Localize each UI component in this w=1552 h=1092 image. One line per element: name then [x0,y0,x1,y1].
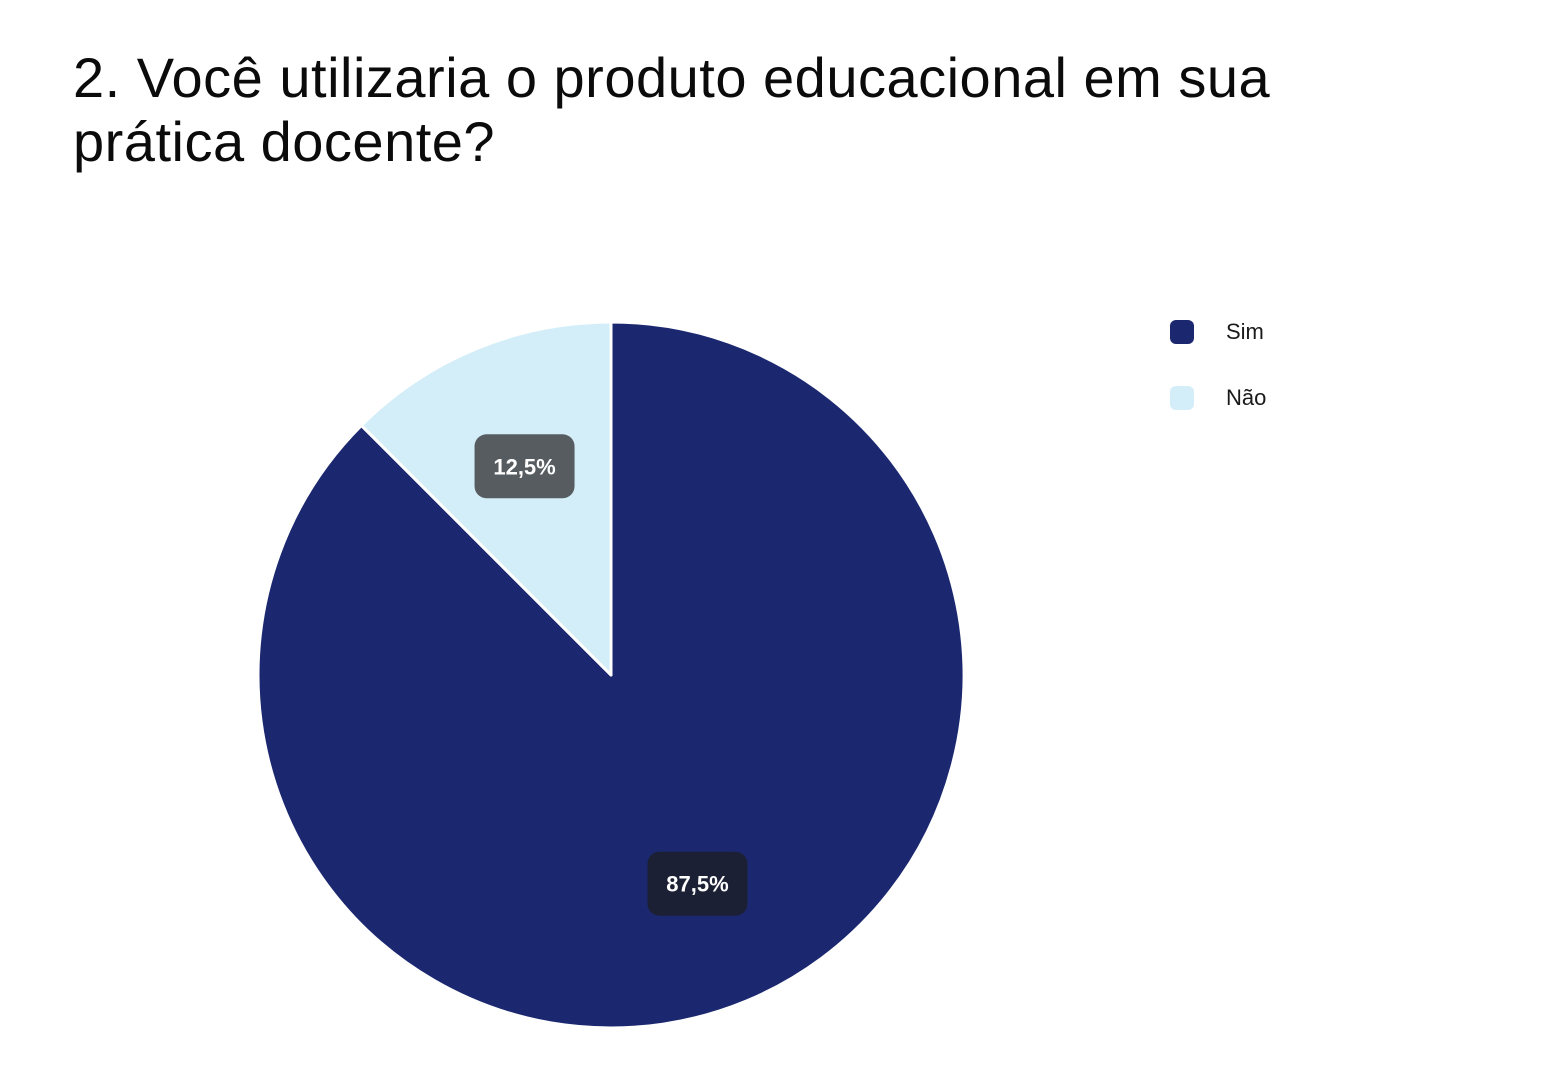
pie-data-labels: 87,5% 12,5% [474,434,748,916]
legend-item-nao[interactable]: Não [1170,378,1266,418]
data-label-sim: 87,5% [647,851,748,916]
data-label-text: 87,5% [666,872,728,897]
pie-slices [256,320,966,1030]
chart-legend: Sim Não [1170,312,1266,444]
data-label-background [647,851,748,916]
legend-label: Não [1226,385,1267,410]
legend-swatch-sim [1170,320,1194,344]
data-label-background [474,434,575,499]
legend-label: Sim [1226,319,1264,344]
data-label-text: 12,5% [493,454,555,479]
pie-slice-nao[interactable] [359,320,613,677]
chart-title: 2. Você utilizaria o produto educacional… [73,46,1271,173]
data-label-nao: 12,5% [474,434,575,499]
legend-item-sim[interactable]: Sim [1170,312,1266,352]
legend-swatch-nao [1170,386,1194,410]
